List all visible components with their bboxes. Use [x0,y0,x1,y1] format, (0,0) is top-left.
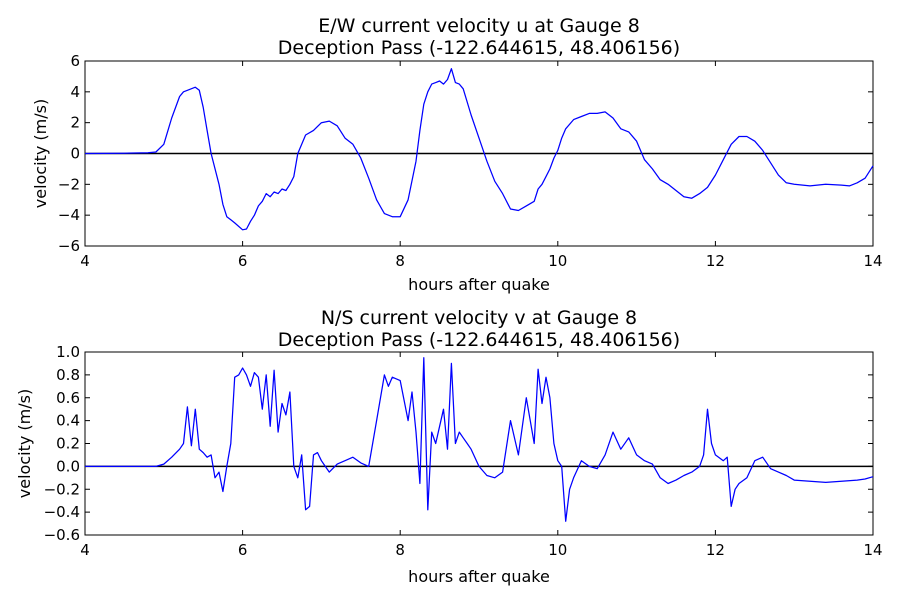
ns-y-tick-label: 0.0 [56,457,80,475]
ew-y-tick-label: 6 [70,52,80,70]
ew-chart-title-line1: E/W current velocity u at Gauge 8 [318,15,640,37]
ns-y-tick-label: −0.6 [44,526,80,544]
ns-plot-area [84,351,874,536]
ew-chart-title-line2: Deception Pass (-122.644615, 48.406156) [278,37,680,59]
ns-y-axis-label: velocity (m/s) [15,389,34,498]
ns-y-tick-label: 1.0 [56,343,80,361]
ew-x-tick-label: 10 [548,252,567,270]
ns-x-tick-label: 12 [706,541,725,559]
ew-y-tick-label: −6 [58,237,80,255]
ns-y-tick-label: −0.2 [44,480,80,498]
ew-axis-ticks: 4 6 8 10 12 14 −6 −4 −2 0 2 4 6 [58,52,883,270]
ns-chart-title-line2: Deception Pass (-122.644615, 48.406156) [278,329,680,351]
ns-y-tick-label: 0.8 [56,366,80,384]
ns-x-tick-label: 8 [395,541,405,559]
ns-velocity-panel: N/S current velocity v at Gauge 8 Decept… [15,307,883,586]
ns-x-axis-label: hours after quake [408,567,550,586]
ew-y-tick-label: 0 [70,145,80,163]
ew-x-tick-label: 14 [863,252,882,270]
ew-x-tick-label: 4 [80,252,90,270]
ns-x-tick-label: 10 [548,541,567,559]
ns-y-tick-label: 0.6 [56,389,80,407]
ns-y-tick-label: 0.4 [56,412,80,430]
ew-x-tick-label: 12 [706,252,725,270]
ns-chart-title-line1: N/S current velocity v at Gauge 8 [321,307,637,329]
ew-y-tick-label: −4 [58,206,80,224]
ns-x-tick-label: 14 [863,541,882,559]
ew-y-axis-label: velocity (m/s) [31,99,50,208]
ns-velocity-series-line [85,357,874,522]
ew-y-tick-label: −2 [58,175,80,193]
ns-x-tick-label: 4 [80,541,90,559]
ns-y-tick-label: −0.4 [44,503,80,521]
ew-y-tick-label: 2 [70,114,80,132]
ew-x-tick-label: 8 [395,252,405,270]
ew-x-tick-label: 6 [238,252,248,270]
ew-x-axis-label: hours after quake [408,275,550,294]
ns-y-tick-label: 0.2 [56,435,80,453]
ns-axis-ticks: 4 6 8 10 12 14 −0.6 −0.4 −0.2 0.0 0.2 0.4 0.6 0.8 1.0 [44,343,883,559]
ew-y-tick-label: 4 [70,83,80,101]
ew-velocity-panel: E/W current velocity u at Gauge 8 Decept… [31,15,883,294]
ns-x-tick-label: 6 [238,541,248,559]
ew-velocity-series-line [84,68,874,231]
